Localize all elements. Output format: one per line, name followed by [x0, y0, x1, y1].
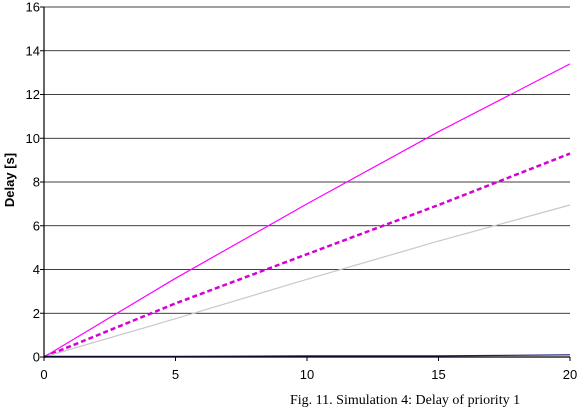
grid-lines — [44, 6, 570, 314]
series-group — [43, 63, 571, 359]
x-tick-label: 10 — [300, 367, 314, 382]
y-tick-label: 16 — [26, 0, 40, 15]
y-tick-label: 4 — [33, 262, 40, 277]
x-tick-label: 20 — [563, 367, 577, 382]
x-tick-label: 5 — [172, 367, 179, 382]
series-line-4 — [44, 354, 571, 357]
x-tick-label: 15 — [431, 367, 445, 382]
chart: 0 2 4 6 8 10 12 14 16 0 5 10 15 20 Delay [s] — [2, 0, 578, 382]
series-line-1 — [43, 63, 571, 358]
y-axis-title: Delay [s] — [2, 153, 17, 207]
x-tick-label: 0 — [40, 367, 47, 382]
tick-labels: 0 2 4 6 8 10 12 14 16 0 5 10 15 20 — [26, 0, 578, 382]
y-tick-label: 8 — [33, 175, 40, 190]
y-tick-label: 12 — [26, 87, 40, 102]
y-tick-label: 6 — [33, 218, 40, 233]
y-tick-label: 2 — [33, 306, 40, 321]
figure-caption: Fig. 11. Simulation 4: Delay of priority… — [290, 393, 521, 408]
y-tick-label: 14 — [26, 43, 40, 58]
series-line-3 — [43, 204, 571, 358]
y-tick-label: 0 — [33, 350, 40, 365]
y-tick-label: 10 — [26, 131, 40, 146]
series-line-2 — [43, 152, 571, 359]
axes — [40, 6, 571, 361]
